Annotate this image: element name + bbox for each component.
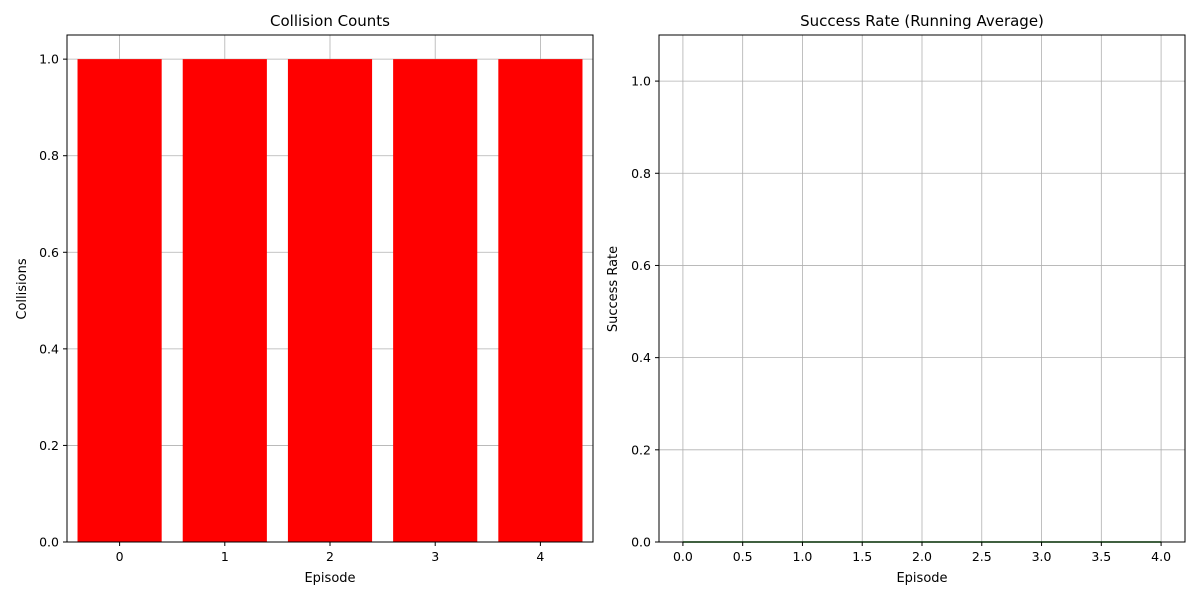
y-axis-label: Success Rate — [606, 246, 621, 332]
bar-episode-3 — [393, 59, 478, 543]
collision-counts-chart: Collision Counts Episode Collisions 0 1 2 3… — [15, 12, 594, 586]
x-axis-label: Episode — [896, 571, 947, 586]
y-tick-label: 0.4 — [39, 341, 59, 356]
x-tick-label: 0.0 — [673, 549, 693, 564]
y-tick-label: 0.2 — [39, 438, 59, 453]
y-tick-label: 0.6 — [631, 258, 651, 273]
y-tick-label: 1.0 — [39, 52, 59, 67]
plot-area — [67, 35, 593, 543]
success-rate-chart: Success Rate (Running Average) Episode S… — [606, 12, 1186, 586]
y-tick-label: 0.6 — [39, 245, 59, 260]
chart-title: Success Rate (Running Average) — [800, 12, 1044, 30]
x-axis-label: Episode — [304, 571, 355, 586]
y-tick-label: 0.4 — [631, 350, 651, 365]
bar-episode-4 — [498, 59, 583, 543]
x-tick-label: 1.0 — [793, 549, 813, 564]
y-axis-label: Collisions — [15, 258, 30, 319]
x-ticks: 0 1 2 3 4 — [116, 542, 544, 564]
x-tick-label: 2.0 — [912, 549, 932, 564]
y-ticks: 0.0 0.2 0.4 0.6 0.8 1.0 — [39, 52, 67, 550]
x-tick-label: 1.5 — [852, 549, 872, 564]
data-marks — [77, 59, 583, 543]
x-tick-label: 3.5 — [1091, 549, 1111, 564]
bar-episode-1 — [182, 59, 267, 543]
x-tick-label: 4 — [536, 549, 544, 564]
y-tick-label: 0.8 — [631, 166, 651, 181]
x-tick-label: 2 — [326, 549, 334, 564]
x-tick-label: 1 — [221, 549, 229, 564]
x-tick-label: 3 — [431, 549, 439, 564]
bar-episode-2 — [287, 59, 373, 543]
y-ticks: 0.0 0.2 0.4 0.6 0.8 1.0 — [631, 74, 659, 550]
y-tick-label: 0.2 — [631, 442, 651, 457]
chart-title: Collision Counts — [270, 12, 390, 30]
x-tick-label: 0 — [116, 549, 124, 564]
y-tick-label: 1.0 — [631, 74, 651, 89]
y-tick-label: 0.0 — [39, 535, 59, 550]
x-tick-label: 4.0 — [1151, 549, 1171, 564]
x-ticks: 0.0 0.5 1.0 1.5 2.0 2.5 3.0 3.5 4.0 — [673, 542, 1171, 564]
bar-episode-0 — [77, 59, 162, 543]
x-tick-label: 0.5 — [733, 549, 753, 564]
y-tick-label: 0.0 — [631, 535, 651, 550]
x-tick-label: 3.0 — [1032, 549, 1052, 564]
x-tick-label: 2.5 — [972, 549, 992, 564]
y-tick-label: 0.8 — [39, 148, 59, 163]
